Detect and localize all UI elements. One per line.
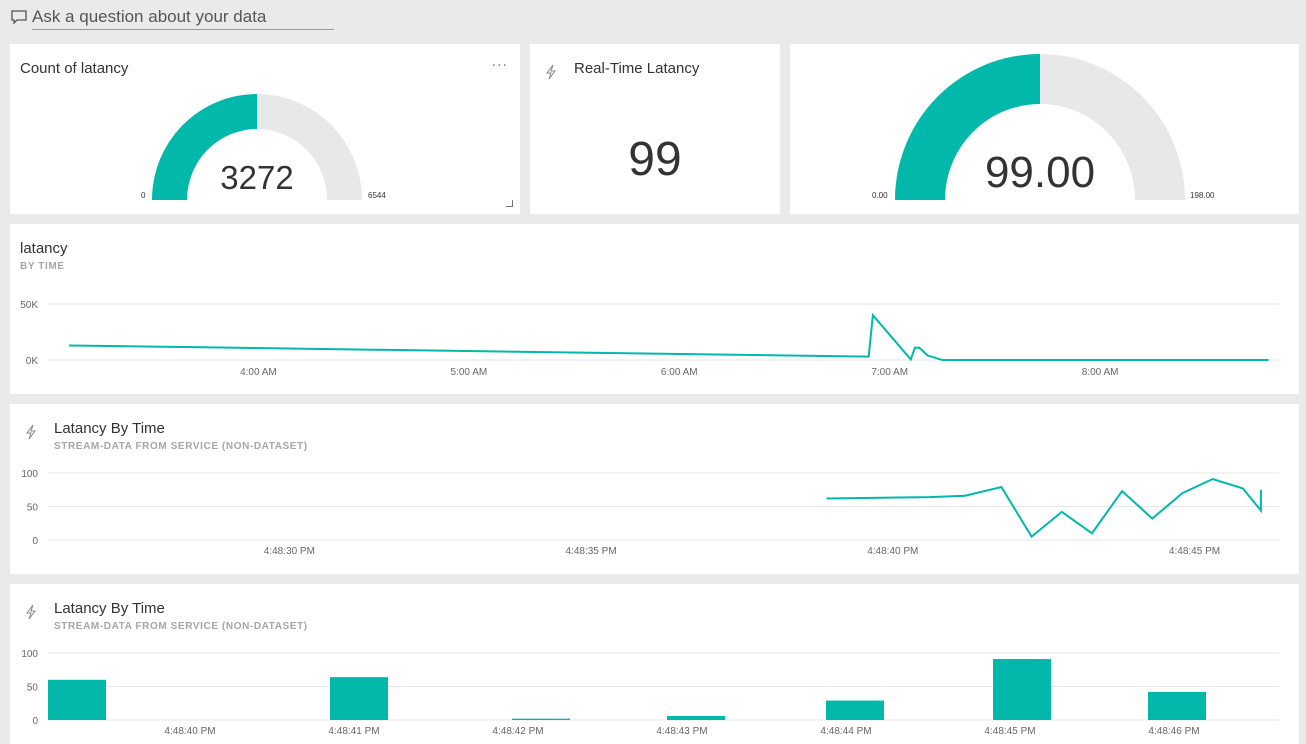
tile-title: Real-Time Latancy bbox=[574, 60, 700, 77]
x-tick-label: 4:48:43 PM bbox=[656, 726, 707, 737]
gauge-value: 3272 bbox=[220, 159, 294, 196]
card-value: 99 bbox=[628, 133, 682, 186]
comment-icon bbox=[11, 10, 27, 25]
tile-subtitle: STREAM-DATA FROM SERVICE (NON-DATASET) bbox=[54, 621, 308, 632]
latency-line-chart: 50K 0K 4:00 AM 5:00 AM 6:00 AM 7:00 AM 8:00 AM bbox=[20, 300, 1279, 378]
lightning-icon bbox=[26, 424, 36, 440]
series-line bbox=[69, 312, 1269, 362]
series-line bbox=[826, 477, 1262, 539]
bar bbox=[512, 718, 570, 720]
bar bbox=[48, 679, 106, 720]
stream-bar-chart: 100 50 0 4:48:40 PM 4:48:41 PM 4:48:42 PM 4:48… bbox=[21, 649, 1279, 737]
x-tick-label: 7:00 AM bbox=[871, 367, 908, 378]
x-tick-label: 4:48:45 PM bbox=[984, 726, 1035, 737]
y-tick-label: 0 bbox=[32, 536, 38, 547]
y-tick-label: 50 bbox=[27, 683, 39, 694]
y-tick-label: 50K bbox=[20, 300, 38, 311]
tile-subtitle: STREAM-DATA FROM SERVICE (NON-DATASET) bbox=[54, 441, 308, 452]
x-tick-label: 4:48:44 PM bbox=[820, 726, 871, 737]
x-tick-label: 4:48:40 PM bbox=[867, 546, 918, 557]
lightning-icon bbox=[26, 604, 36, 620]
x-tick-label: 6:00 AM bbox=[661, 367, 698, 378]
gauge-max: 6544 bbox=[368, 191, 386, 200]
y-tick-label: 100 bbox=[21, 649, 38, 660]
more-options-icon[interactable]: ··· bbox=[491, 58, 508, 74]
x-tick-label: 4:00 AM bbox=[240, 367, 277, 378]
y-tick-label: 100 bbox=[21, 469, 38, 480]
bar bbox=[826, 700, 884, 720]
y-tick-label: 0 bbox=[32, 716, 38, 727]
y-tick-label: 0K bbox=[26, 356, 39, 367]
x-tick-label: 8:00 AM bbox=[1082, 367, 1119, 378]
tile-title: latancy bbox=[20, 240, 68, 257]
lightning-icon bbox=[546, 64, 556, 80]
gauge-value: 99.00 bbox=[984, 148, 1096, 197]
realtime-gauge-tile[interactable]: 99.00 0.00 198.00 bbox=[790, 44, 1299, 214]
qa-bar bbox=[10, 4, 334, 30]
gauge-min: 0.00 bbox=[872, 191, 888, 200]
stream-bar-tile[interactable]: Latancy By Time STREAM-DATA FROM SERVICE… bbox=[10, 584, 1299, 744]
x-tick-label: 4:48:46 PM bbox=[1148, 726, 1199, 737]
x-tick-label: 4:48:40 PM bbox=[164, 726, 215, 737]
gauge-min: 0 bbox=[141, 191, 146, 200]
tile-title: Latancy By Time bbox=[54, 420, 165, 437]
bar bbox=[667, 715, 725, 720]
x-tick-label: 4:48:30 PM bbox=[264, 546, 315, 557]
x-tick-label: 5:00 AM bbox=[451, 367, 488, 378]
gauge-fill bbox=[895, 54, 1040, 200]
tile-title: Latancy By Time bbox=[54, 600, 165, 617]
count-gauge bbox=[152, 94, 362, 200]
realtime-gauge bbox=[895, 54, 1185, 200]
stream-line-tile[interactable]: Latancy By Time STREAM-DATA FROM SERVICE… bbox=[10, 404, 1299, 574]
resize-handle[interactable] bbox=[506, 200, 513, 207]
realtime-card-tile[interactable]: Real-Time Latancy 99 bbox=[530, 44, 780, 214]
y-tick-label: 50 bbox=[27, 503, 39, 514]
x-tick-label: 4:48:35 PM bbox=[566, 546, 617, 557]
x-tick-label: 4:48:42 PM bbox=[492, 726, 543, 737]
bar bbox=[993, 659, 1051, 720]
bar bbox=[1148, 691, 1206, 720]
latency-line-tile[interactable]: latancy BY TIME 50K 0K 4:00 AM 5:00 AM 6:00 … bbox=[10, 224, 1299, 394]
qa-input[interactable] bbox=[32, 4, 334, 30]
stream-line-chart: 100 50 0 4:48:30 PM 4:48:35 PM 4:48:40 PM 4:48… bbox=[21, 469, 1279, 557]
tile-subtitle: BY TIME bbox=[20, 261, 65, 272]
count-gauge-tile[interactable]: Count of latancy ··· 3272 0 6544 bbox=[10, 44, 520, 214]
tile-title: Count of latancy bbox=[20, 60, 129, 77]
gauge-max: 198.00 bbox=[1190, 191, 1215, 200]
gauge-fill bbox=[152, 94, 257, 200]
bar bbox=[330, 677, 388, 720]
x-tick-label: 4:48:45 PM bbox=[1169, 546, 1220, 557]
x-tick-label: 4:48:41 PM bbox=[328, 726, 379, 737]
